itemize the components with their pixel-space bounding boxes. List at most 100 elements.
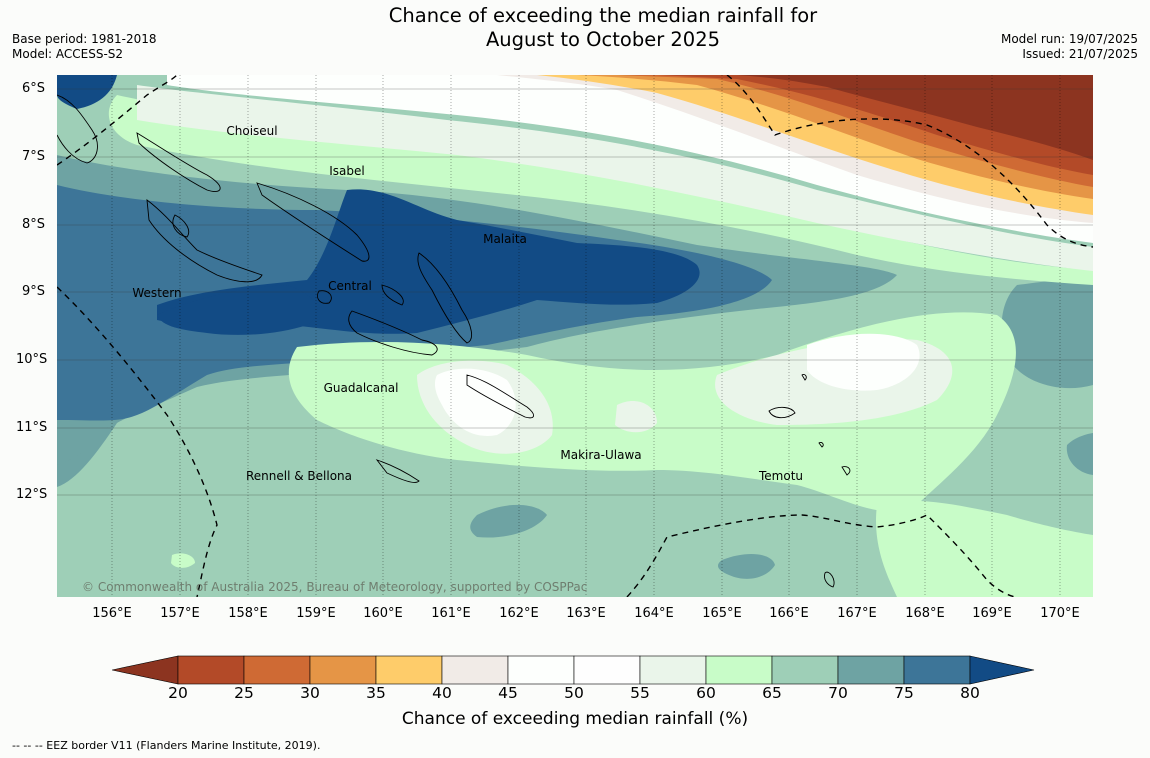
lon-label-169e: 169°E [972, 606, 1012, 621]
colorbar-tick-45: 45 [498, 684, 518, 702]
eez-footnote: -- -- -- EEZ border V11 (Flanders Marine… [12, 739, 321, 752]
fill-30-35 [577, 75, 1093, 199]
fill-60-65-north [137, 85, 1093, 271]
lat-label-12s: 12°S [16, 487, 48, 502]
fill-75-80-southeast [717, 553, 775, 579]
title-line-2: August to October 2025 [485, 28, 721, 51]
lon-label-167e: 167°E [837, 606, 877, 621]
colorbar-tick-30: 30 [300, 684, 320, 702]
isabel-coast [256, 182, 370, 262]
fill-50-60-east [807, 333, 920, 391]
fill-50-60-blob [434, 368, 516, 436]
colorbar-cell [441, 655, 509, 685]
colorbar-cell [837, 655, 905, 685]
colorbar-extend-high [969, 655, 1035, 685]
colorbar-cell [507, 655, 575, 685]
base-period: Base period: 1981-2018 [12, 32, 157, 46]
eez-northeast [726, 75, 1093, 248]
colorbar-cell [309, 655, 377, 685]
lat-label-10s: 10°S [16, 352, 48, 367]
lon-label-161e: 161°E [431, 606, 471, 621]
lon-label-166e: 166°E [769, 606, 809, 621]
issued-date: Issued: 21/07/2025 [1022, 47, 1138, 61]
graticule [111, 75, 1061, 597]
lon-label-159e: 159°E [296, 606, 336, 621]
fill-60-65-small [615, 401, 657, 433]
central-islands-coast [317, 284, 404, 306]
title-line-1: Chance of exceeding the median rainfall … [388, 4, 818, 27]
lon-label-162e: 162°E [499, 606, 539, 621]
colorbar-cell [771, 655, 839, 685]
colorbar-cell [639, 655, 707, 685]
place-label-central: Central [328, 279, 372, 293]
choiseul-coast [136, 132, 221, 192]
malaita-coast [417, 252, 473, 344]
place-label-temotu: Temotu [758, 469, 804, 483]
map-canvas [57, 75, 1093, 597]
colorbar-tick-40: 40 [432, 684, 452, 702]
colorbar-cell [573, 655, 641, 685]
place-label-makira-ulawa: Makira-Ulawa [560, 448, 642, 462]
ndeni-coast [768, 406, 796, 419]
colorbar-tick-70: 70 [828, 684, 848, 702]
colorbar-tick-65: 65 [762, 684, 782, 702]
lon-label-156e: 156°E [92, 606, 132, 621]
colorbar-title: Chance of exceeding median rainfall (%) [401, 709, 749, 729]
lat-label-11s: 11°S [16, 420, 48, 435]
vella-coast [172, 214, 190, 238]
lat-label-6s: 6°S [22, 81, 46, 96]
fill-50-60-north [167, 75, 1093, 243]
colorbar-cell [903, 655, 971, 685]
lon-label-158e: 158°E [228, 606, 268, 621]
fill-below-20 [737, 75, 1093, 160]
fill-75-80-rightedge [1066, 433, 1093, 475]
colorbar-tick-35: 35 [366, 684, 386, 702]
fill-80-plus-sw [157, 285, 318, 335]
guadalcanal-coast [348, 310, 438, 356]
bougainville-coast [57, 94, 98, 164]
meta-left: Base period: 1981-2018 Model: ACCESS-S2 [12, 32, 157, 62]
fill-35-40 [537, 75, 1093, 215]
lon-label-157e: 157°E [160, 606, 200, 621]
place-label-choiseul: Choiseul [226, 124, 278, 138]
place-label-rennell-bellona: Rennell & Bellona [245, 469, 353, 483]
colorbar-tick-55: 55 [630, 684, 650, 702]
colorbar-tick-80: 80 [960, 684, 980, 702]
lon-label-170e: 170°E [1040, 606, 1080, 621]
colorbar-tick-20: 20 [168, 684, 188, 702]
lat-label-8s: 8°S [22, 217, 46, 232]
lon-label-168e: 168°E [905, 606, 945, 621]
fill-75-80-south [470, 504, 547, 538]
fill-25-30 [617, 75, 1093, 187]
lat-label-9s: 9°S [22, 284, 46, 299]
lon-label-165e: 165°E [702, 606, 742, 621]
colorbar-cell [177, 655, 245, 685]
chart-title: Chance of exceeding the median rainfall … [300, 4, 906, 52]
fill-65-70-speck [171, 553, 195, 568]
eez-south [626, 514, 1016, 597]
colorbar-extend-low [112, 655, 179, 685]
colorbar-tick-75: 75 [894, 684, 914, 702]
model-name: Model: ACCESS-S2 [12, 47, 124, 61]
colorbar-tick-50: 50 [564, 684, 584, 702]
place-label-malaita: Malaita [483, 232, 527, 246]
place-label-guadalcanal: Guadalcanal [323, 381, 399, 395]
fill-80-plus-nw [57, 75, 117, 109]
lon-label-160e: 160°E [363, 606, 403, 621]
tikopia-coast [824, 571, 835, 588]
eez-west [57, 286, 218, 597]
makira-coast [466, 374, 534, 419]
colorbar-tick-25: 25 [234, 684, 254, 702]
place-label-isabel: Isabel [329, 164, 365, 178]
rennell-coast [375, 459, 420, 483]
lon-label-163e: 163°E [566, 606, 606, 621]
colorbar-tick-60: 60 [696, 684, 716, 702]
model-run: Model run: 19/07/2025 [1000, 32, 1138, 46]
colorbar-cell [243, 655, 311, 685]
rainfall-map[interactable] [57, 75, 1093, 597]
temotu-islets [801, 374, 851, 476]
lat-label-7s: 7°S [22, 149, 46, 164]
lat-lines [57, 88, 1093, 496]
eez-borders [57, 75, 1093, 597]
lon-label-164e: 164°E [634, 606, 674, 621]
